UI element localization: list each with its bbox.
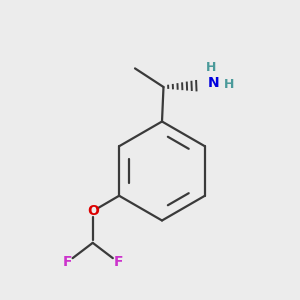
Text: O: O (87, 204, 99, 218)
Text: H: H (206, 61, 216, 74)
Text: F: F (62, 255, 72, 269)
Text: F: F (113, 255, 123, 269)
Text: H: H (224, 78, 234, 91)
Text: N: N (208, 76, 219, 90)
